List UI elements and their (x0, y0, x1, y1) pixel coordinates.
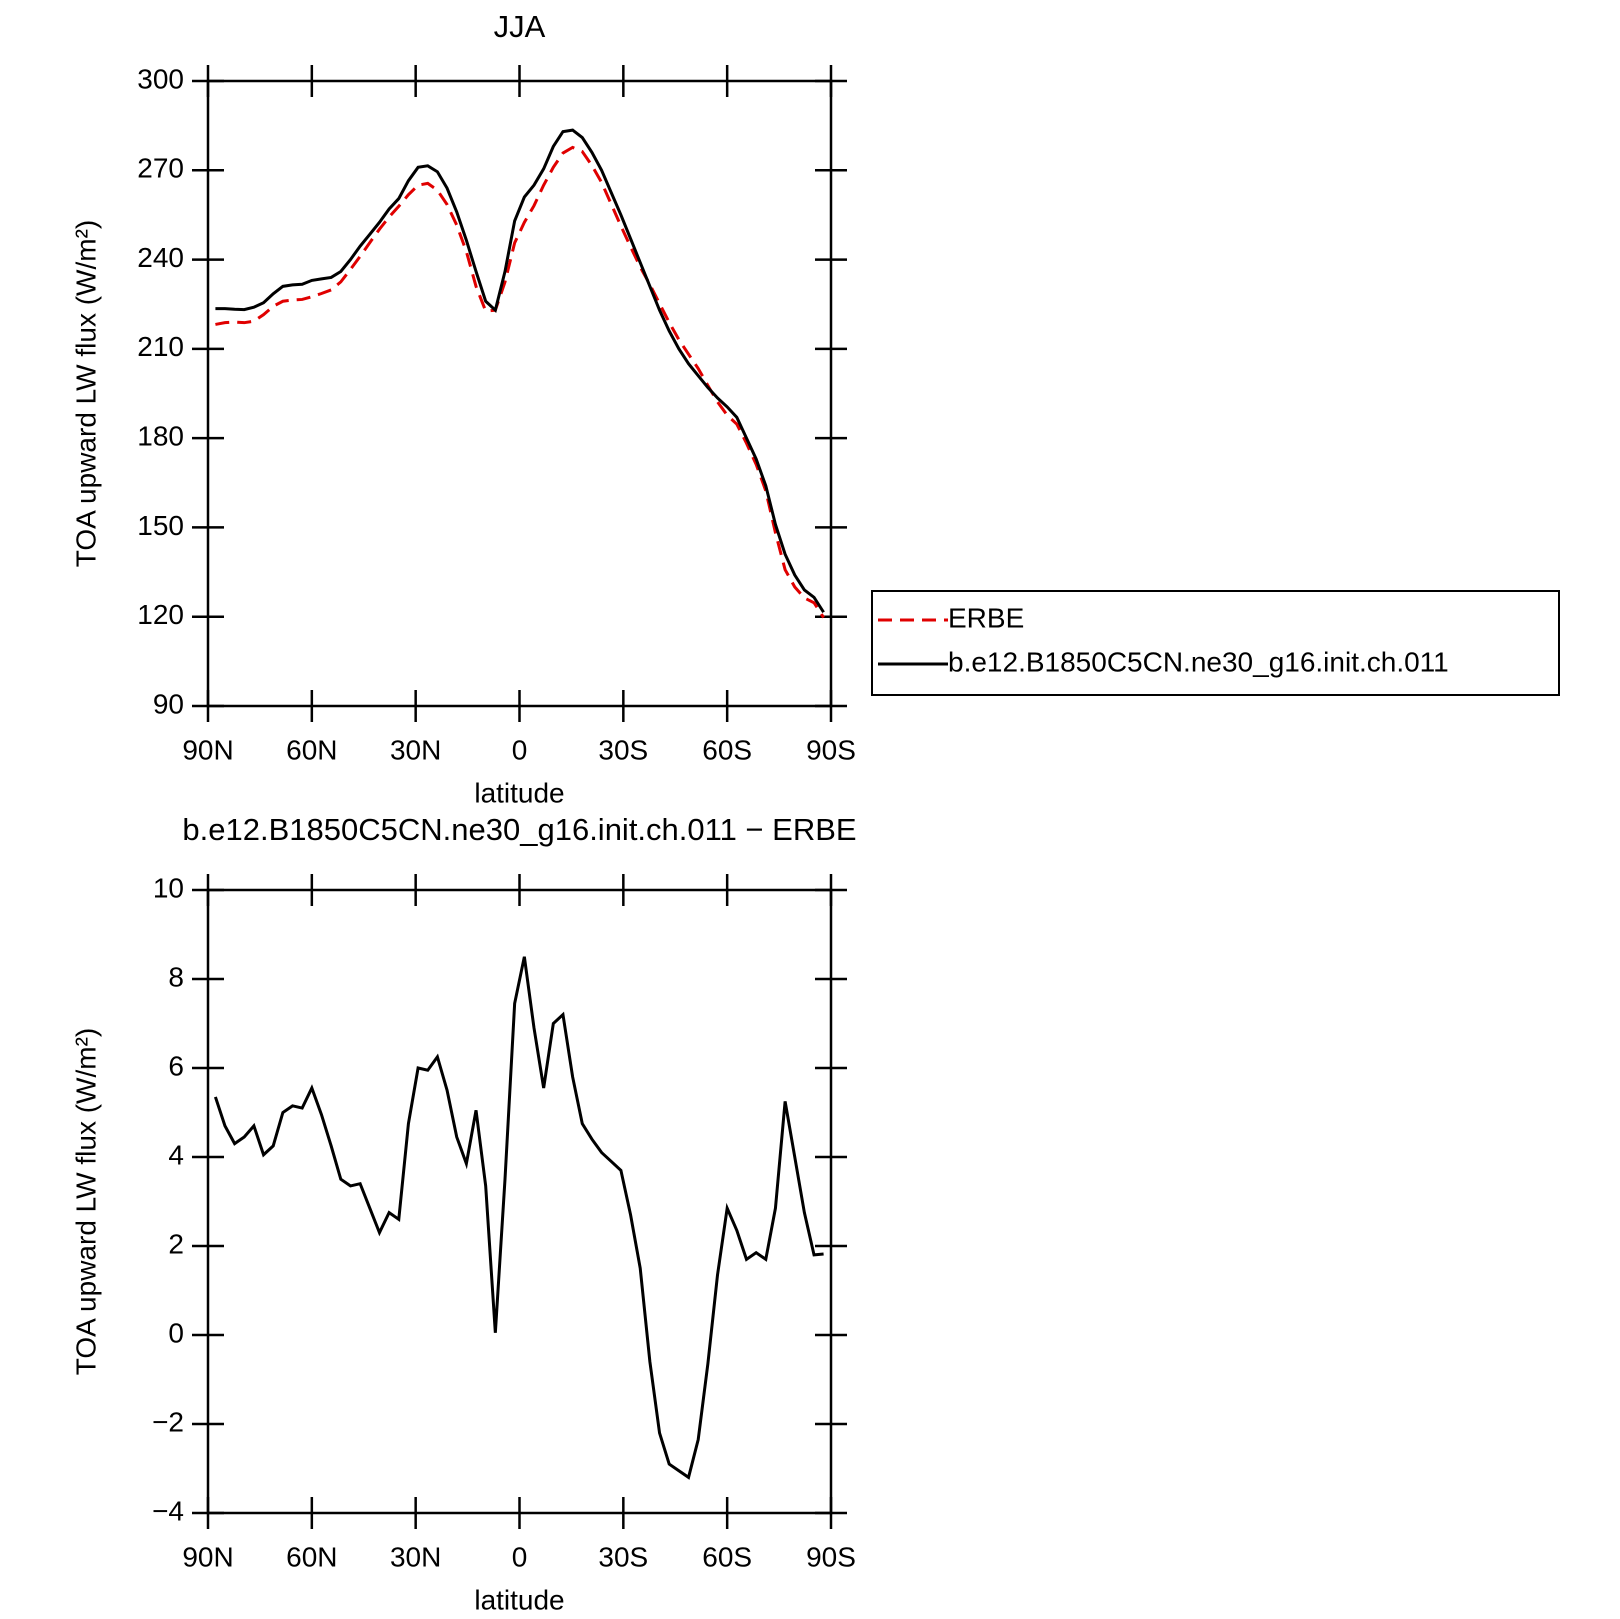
x-tick-label: 30S (598, 1541, 648, 1572)
x-tick-label: 90S (806, 1541, 856, 1572)
y-tick-label: 180 (137, 421, 184, 452)
x-axis-label: latitude (474, 777, 564, 808)
y-tick-label: 4 (168, 1139, 184, 1170)
y-tick-label: 6 (168, 1050, 184, 1081)
data-line (215, 128, 825, 614)
y-tick-label: 150 (137, 510, 184, 541)
x-tick-label: 60N (286, 734, 337, 765)
legend-box (871, 590, 1560, 696)
x-tick-label: 0 (512, 734, 528, 765)
y-tick-label: 0 (168, 1317, 184, 1348)
x-tick-label: 90N (182, 734, 233, 765)
x-tick-label: 0 (512, 1541, 528, 1572)
data-line (215, 145, 825, 619)
chart-title: b.e12.B1850C5CN.ne30_g16.init.ch.011 − E… (182, 812, 856, 847)
y-tick-label: 10 (153, 872, 184, 903)
x-tick-label: 90S (806, 734, 856, 765)
x-tick-label: 60S (702, 734, 752, 765)
x-axis-label: latitude (474, 1584, 564, 1615)
y-tick-label: 120 (137, 599, 184, 630)
y-tick-label: 210 (137, 331, 184, 362)
data-line (213, 956, 824, 1480)
y-tick-label: −2 (152, 1406, 184, 1437)
y-tick-label: 2 (168, 1228, 184, 1259)
y-tick-label: 8 (168, 961, 184, 992)
x-tick-label: 60S (702, 1541, 752, 1572)
y-axis-label: TOA upward LW flux (W/m²) (70, 1028, 101, 1375)
x-tick-label: 60N (286, 1541, 337, 1572)
plot-frame (206, 888, 833, 1515)
x-tick-label: 30S (598, 734, 648, 765)
legend-label: ERBE (948, 602, 1024, 633)
y-tick-label: −4 (152, 1495, 184, 1526)
x-tick-label: 30N (390, 734, 441, 765)
legend-label: b.e12.B1850C5CN.ne30_g16.init.ch.011 (948, 646, 1449, 677)
y-axis-label: TOA upward LW flux (W/m²) (70, 220, 101, 567)
y-tick-label: 300 (137, 63, 184, 94)
x-tick-label: 30N (390, 1541, 441, 1572)
plot-frame (206, 79, 833, 708)
y-tick-label: 270 (137, 153, 184, 184)
y-tick-label: 90 (153, 688, 184, 719)
chart-title: JJA (494, 9, 546, 44)
y-tick-label: 240 (137, 242, 184, 273)
x-tick-label: 90N (182, 1541, 233, 1572)
